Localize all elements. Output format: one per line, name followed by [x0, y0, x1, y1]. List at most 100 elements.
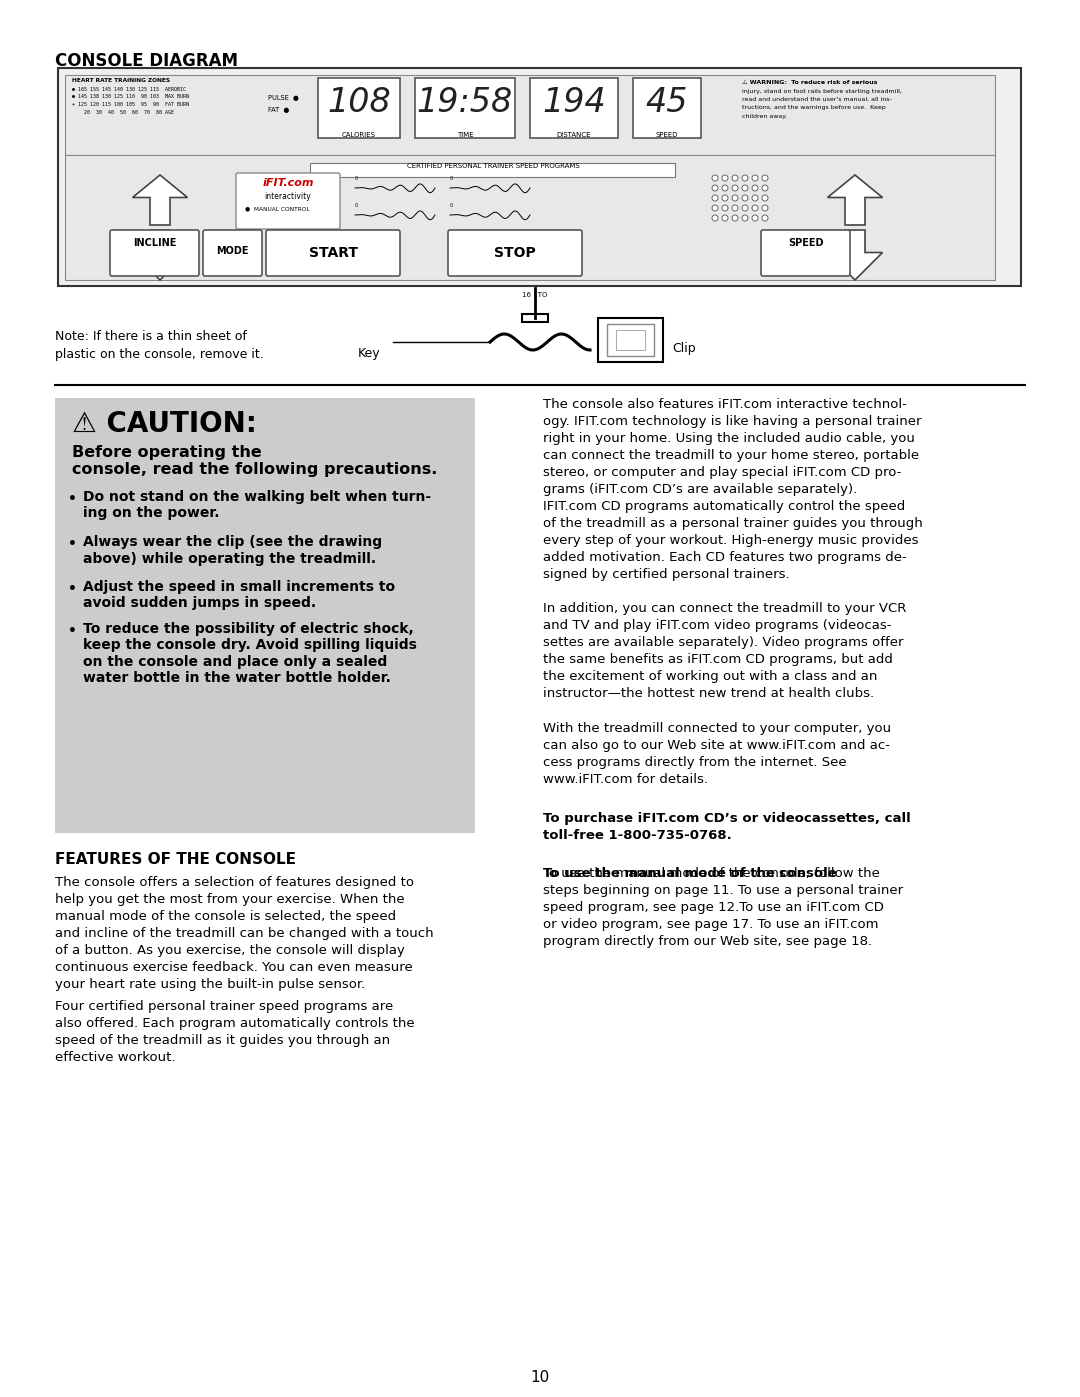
Polygon shape	[133, 231, 188, 279]
Text: ●  MANUAL CONTROL: ● MANUAL CONTROL	[245, 205, 310, 211]
Circle shape	[752, 196, 758, 201]
Text: IFIT.com CD programs automatically control the speed: IFIT.com CD programs automatically contr…	[543, 500, 905, 513]
Text: ● 145 138 130 125 110  90 103  MAX BURN: ● 145 138 130 125 110 90 103 MAX BURN	[72, 95, 189, 99]
Circle shape	[742, 196, 748, 201]
FancyBboxPatch shape	[310, 163, 675, 177]
Text: •: •	[68, 624, 77, 638]
Circle shape	[712, 205, 718, 211]
FancyBboxPatch shape	[318, 78, 400, 138]
Text: 19:58: 19:58	[417, 87, 513, 119]
Text: keep the console dry. Avoid spilling liquids: keep the console dry. Avoid spilling liq…	[83, 638, 417, 652]
Text: Always wear the clip (see the drawing: Always wear the clip (see the drawing	[83, 535, 382, 549]
Text: Note: If there is a thin sheet of: Note: If there is a thin sheet of	[55, 330, 247, 344]
Text: To use the manual mode of the console: To use the manual mode of the console	[543, 868, 837, 880]
Text: 108: 108	[327, 87, 391, 119]
Text: SPEED: SPEED	[788, 237, 824, 249]
Circle shape	[762, 215, 768, 221]
Text: added motivation. Each CD features two programs de-: added motivation. Each CD features two p…	[543, 550, 907, 564]
Text: stereo, or computer and play special iFIT.com CD pro-: stereo, or computer and play special iFI…	[543, 467, 902, 479]
Text: right in your home. Using the included audio cable, you: right in your home. Using the included a…	[543, 432, 915, 446]
Circle shape	[742, 205, 748, 211]
Circle shape	[752, 215, 758, 221]
Text: avoid sudden jumps in speed.: avoid sudden jumps in speed.	[83, 597, 316, 610]
Text: ogy. IFIT.com technology is like having a personal trainer: ogy. IFIT.com technology is like having …	[543, 415, 921, 427]
Text: of the treadmill as a personal trainer guides you through: of the treadmill as a personal trainer g…	[543, 517, 922, 529]
Circle shape	[732, 175, 738, 182]
Text: CALORIES: CALORIES	[342, 131, 376, 138]
Text: STOP: STOP	[495, 246, 536, 260]
Text: instructor—the hottest new trend at health clubs.: instructor—the hottest new trend at heal…	[543, 687, 874, 700]
FancyBboxPatch shape	[110, 231, 199, 277]
Text: your heart rate using the built-in pulse sensor.: your heart rate using the built-in pulse…	[55, 978, 365, 990]
FancyBboxPatch shape	[65, 75, 995, 155]
Text: FAT  ●: FAT ●	[268, 108, 289, 113]
Text: read and understand the user's manual, all ins-: read and understand the user's manual, a…	[742, 96, 892, 102]
Text: Clip: Clip	[672, 342, 696, 355]
Text: help you get the most from your exercise. When the: help you get the most from your exercise…	[55, 893, 405, 907]
Polygon shape	[827, 175, 882, 225]
Text: injury, stand on foot rails before starting treadmill,: injury, stand on foot rails before start…	[742, 88, 902, 94]
FancyBboxPatch shape	[616, 330, 645, 351]
Text: Do not stand on the walking belt when turn-: Do not stand on the walking belt when tu…	[83, 490, 431, 504]
Text: children away.: children away.	[742, 115, 787, 119]
FancyBboxPatch shape	[266, 231, 400, 277]
Text: water bottle in the water bottle holder.: water bottle in the water bottle holder.	[83, 672, 391, 686]
Text: CERTIFIED PERSONAL TRAINER SPEED PROGRAMS: CERTIFIED PERSONAL TRAINER SPEED PROGRAM…	[407, 163, 579, 169]
FancyBboxPatch shape	[598, 319, 663, 362]
Polygon shape	[827, 231, 882, 279]
FancyBboxPatch shape	[237, 173, 340, 229]
Text: In addition, you can connect the treadmill to your VCR: In addition, you can connect the treadmi…	[543, 602, 906, 615]
Circle shape	[723, 175, 728, 182]
Circle shape	[752, 205, 758, 211]
Text: speed of the treadmill as it guides you through an: speed of the treadmill as it guides you …	[55, 1034, 390, 1046]
Text: To reduce the possibility of electric shock,: To reduce the possibility of electric sh…	[83, 622, 414, 636]
Text: interactivity: interactivity	[265, 191, 311, 201]
Circle shape	[723, 196, 728, 201]
Text: ⚠ CAUTION:: ⚠ CAUTION:	[72, 409, 257, 439]
Text: MODE: MODE	[216, 246, 248, 256]
Text: grams (iFIT.com CD’s are available separately).: grams (iFIT.com CD’s are available separ…	[543, 483, 858, 496]
Text: Key: Key	[357, 346, 380, 360]
Text: on the console and place only a sealed: on the console and place only a sealed	[83, 655, 388, 669]
Text: program directly from our Web site, see page 18.: program directly from our Web site, see …	[543, 935, 873, 949]
Text: of a button. As you exercise, the console will display: of a button. As you exercise, the consol…	[55, 944, 405, 957]
Text: 45: 45	[646, 87, 688, 119]
Text: START: START	[309, 246, 357, 260]
Text: 194: 194	[542, 87, 606, 119]
Circle shape	[742, 215, 748, 221]
Text: TIME: TIME	[457, 131, 473, 138]
Text: the excitement of working out with a class and an: the excitement of working out with a cla…	[543, 671, 877, 683]
Circle shape	[742, 184, 748, 191]
Text: also offered. Each program automatically controls the: also offered. Each program automatically…	[55, 1017, 415, 1030]
Text: CONSOLE DIAGRAM: CONSOLE DIAGRAM	[55, 52, 238, 70]
Text: signed by certified personal trainers.: signed by certified personal trainers.	[543, 569, 789, 581]
Circle shape	[712, 184, 718, 191]
Circle shape	[762, 196, 768, 201]
FancyBboxPatch shape	[607, 324, 654, 356]
FancyBboxPatch shape	[522, 314, 548, 321]
Text: DISTANCE: DISTANCE	[557, 131, 591, 138]
Text: FEATURES OF THE CONSOLE: FEATURES OF THE CONSOLE	[55, 852, 296, 868]
Text: HEART RATE TRAINING ZONES: HEART RATE TRAINING ZONES	[72, 78, 170, 82]
Text: manual mode of the console is selected, the speed: manual mode of the console is selected, …	[55, 909, 396, 923]
FancyBboxPatch shape	[530, 78, 618, 138]
Text: tructions, and the warnings before use.  Keep: tructions, and the warnings before use. …	[742, 106, 886, 110]
Text: •: •	[68, 492, 77, 506]
Text: effective workout.: effective workout.	[55, 1051, 175, 1065]
Text: Four certified personal trainer speed programs are: Four certified personal trainer speed pr…	[55, 1000, 393, 1013]
Text: 16   TO: 16 TO	[523, 292, 548, 298]
FancyBboxPatch shape	[415, 78, 515, 138]
Text: can connect the treadmill to your home stereo, portable: can connect the treadmill to your home s…	[543, 448, 919, 462]
Circle shape	[762, 205, 768, 211]
Text: PULSE  ●: PULSE ●	[268, 95, 299, 101]
Text: plastic on the console, remove it.: plastic on the console, remove it.	[55, 348, 264, 360]
Circle shape	[712, 196, 718, 201]
Text: ● 165 155 145 140 130 125 115  AEROBIC: ● 165 155 145 140 130 125 115 AEROBIC	[72, 87, 186, 92]
Text: Adjust the speed in small increments to: Adjust the speed in small increments to	[83, 580, 395, 594]
Text: ⚠ WARNING:  To reduce risk of serious: ⚠ WARNING: To reduce risk of serious	[742, 80, 877, 85]
Text: Before operating the: Before operating the	[72, 446, 261, 460]
Text: and TV and play iFIT.com video programs (videocas-: and TV and play iFIT.com video programs …	[543, 619, 891, 631]
Text: or video program, see page 17. To use an iFIT.com: or video program, see page 17. To use an…	[543, 918, 878, 930]
Text: speed program, see page 12.To use an iFIT.com CD: speed program, see page 12.To use an iFI…	[543, 901, 883, 914]
Text: The console offers a selection of features designed to: The console offers a selection of featur…	[55, 876, 414, 888]
